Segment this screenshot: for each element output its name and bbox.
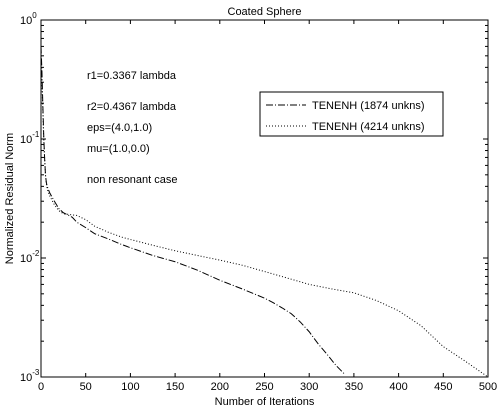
y-tick-exponent: 0 xyxy=(32,11,37,20)
series-group xyxy=(40,46,489,378)
annotations: r1=0.3367 lambda r2=0.4367 lambda eps=(4.0… xyxy=(87,70,178,186)
legend-box xyxy=(259,91,444,137)
x-tick-label: 200 xyxy=(211,381,229,393)
legend: TENENH (1874 unkns) TENENH (4214 unkns) xyxy=(259,91,444,137)
x-tick-label: 100 xyxy=(121,381,139,393)
y-tick-exponent: -2 xyxy=(32,249,40,258)
annotation-text: r2=0.4367 lambda xyxy=(87,101,177,113)
x-tick-label: 250 xyxy=(255,381,273,393)
legend-label-series-2: TENENH (4214 unkns) xyxy=(312,121,425,133)
annotation-text: mu=(1.0,0.0) xyxy=(87,143,150,155)
annotation-text: r1=0.3367 lambda xyxy=(87,70,177,82)
legend-label-series-1: TENENH (1874 unkns) xyxy=(312,100,425,112)
x-tick-label: 150 xyxy=(166,381,184,393)
chart-title: Coated Sphere xyxy=(228,6,302,18)
x-tick-label: 0 xyxy=(38,381,44,393)
x-tick-label: 400 xyxy=(389,381,407,393)
y-tick-exponent: -1 xyxy=(32,130,40,139)
x-tick-label: 450 xyxy=(434,381,452,393)
y-axis-label: Normalized Residual Norm xyxy=(4,133,16,264)
x-tick-label: 350 xyxy=(345,381,363,393)
x-tick-label: 50 xyxy=(80,381,92,393)
x-tick-label: 500 xyxy=(479,381,497,393)
x-axis-label: Number of Iterations xyxy=(215,396,315,408)
annotation-text: non resonant case xyxy=(87,174,178,186)
y-tick-exponent: -3 xyxy=(32,368,40,377)
x-tick-label: 300 xyxy=(300,381,318,393)
annotation-text: eps=(4.0,1.0) xyxy=(87,122,152,134)
